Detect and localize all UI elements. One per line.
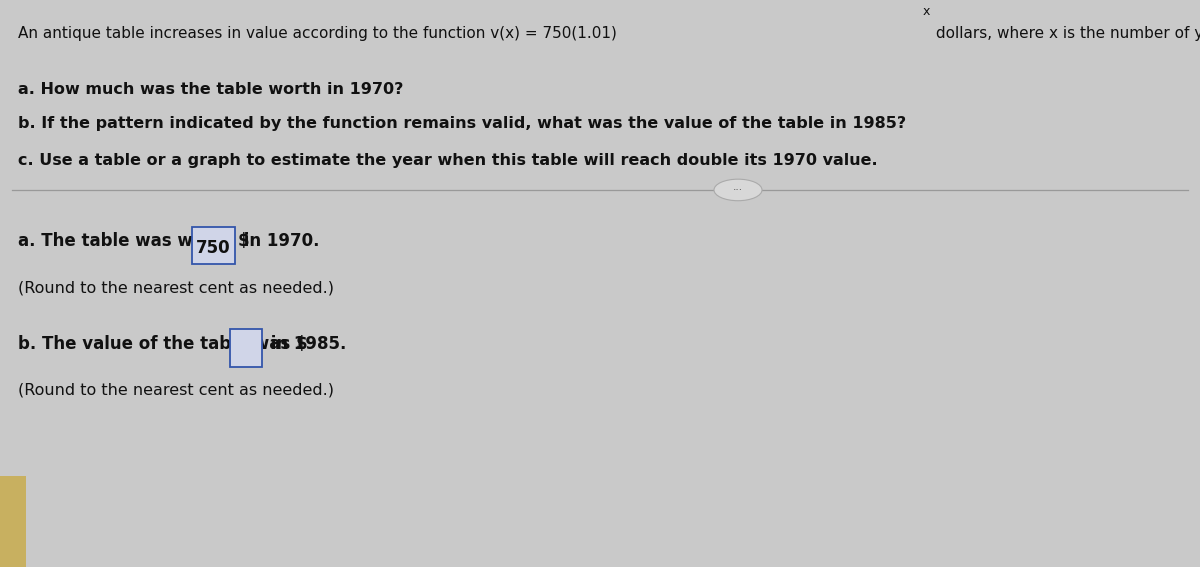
Text: 750: 750 — [196, 239, 230, 257]
Text: dollars, where x is the number of years after 1970.: dollars, where x is the number of years … — [931, 26, 1200, 40]
Text: (Round to the nearest cent as needed.): (Round to the nearest cent as needed.) — [18, 383, 334, 397]
Text: in 1985.: in 1985. — [265, 335, 346, 353]
Text: in 1970.: in 1970. — [239, 232, 320, 251]
Text: (Round to the nearest cent as needed.): (Round to the nearest cent as needed.) — [18, 281, 334, 295]
Text: b. The value of the table was $: b. The value of the table was $ — [18, 335, 307, 353]
Text: ···: ··· — [733, 185, 743, 195]
Text: a. The table was worth $: a. The table was worth $ — [18, 232, 256, 251]
Text: x: x — [923, 5, 930, 18]
Text: a. How much was the table worth in 1970?: a. How much was the table worth in 1970? — [18, 82, 403, 97]
Text: c. Use a table or a graph to estimate the year when this table will reach double: c. Use a table or a graph to estimate th… — [18, 153, 877, 168]
Ellipse shape — [714, 179, 762, 201]
Text: b. If the pattern indicated by the function remains valid, what was the value of: b. If the pattern indicated by the funct… — [18, 116, 906, 131]
Text: An antique table increases in value according to the function v(x) = 750(1.01): An antique table increases in value acco… — [18, 26, 617, 40]
